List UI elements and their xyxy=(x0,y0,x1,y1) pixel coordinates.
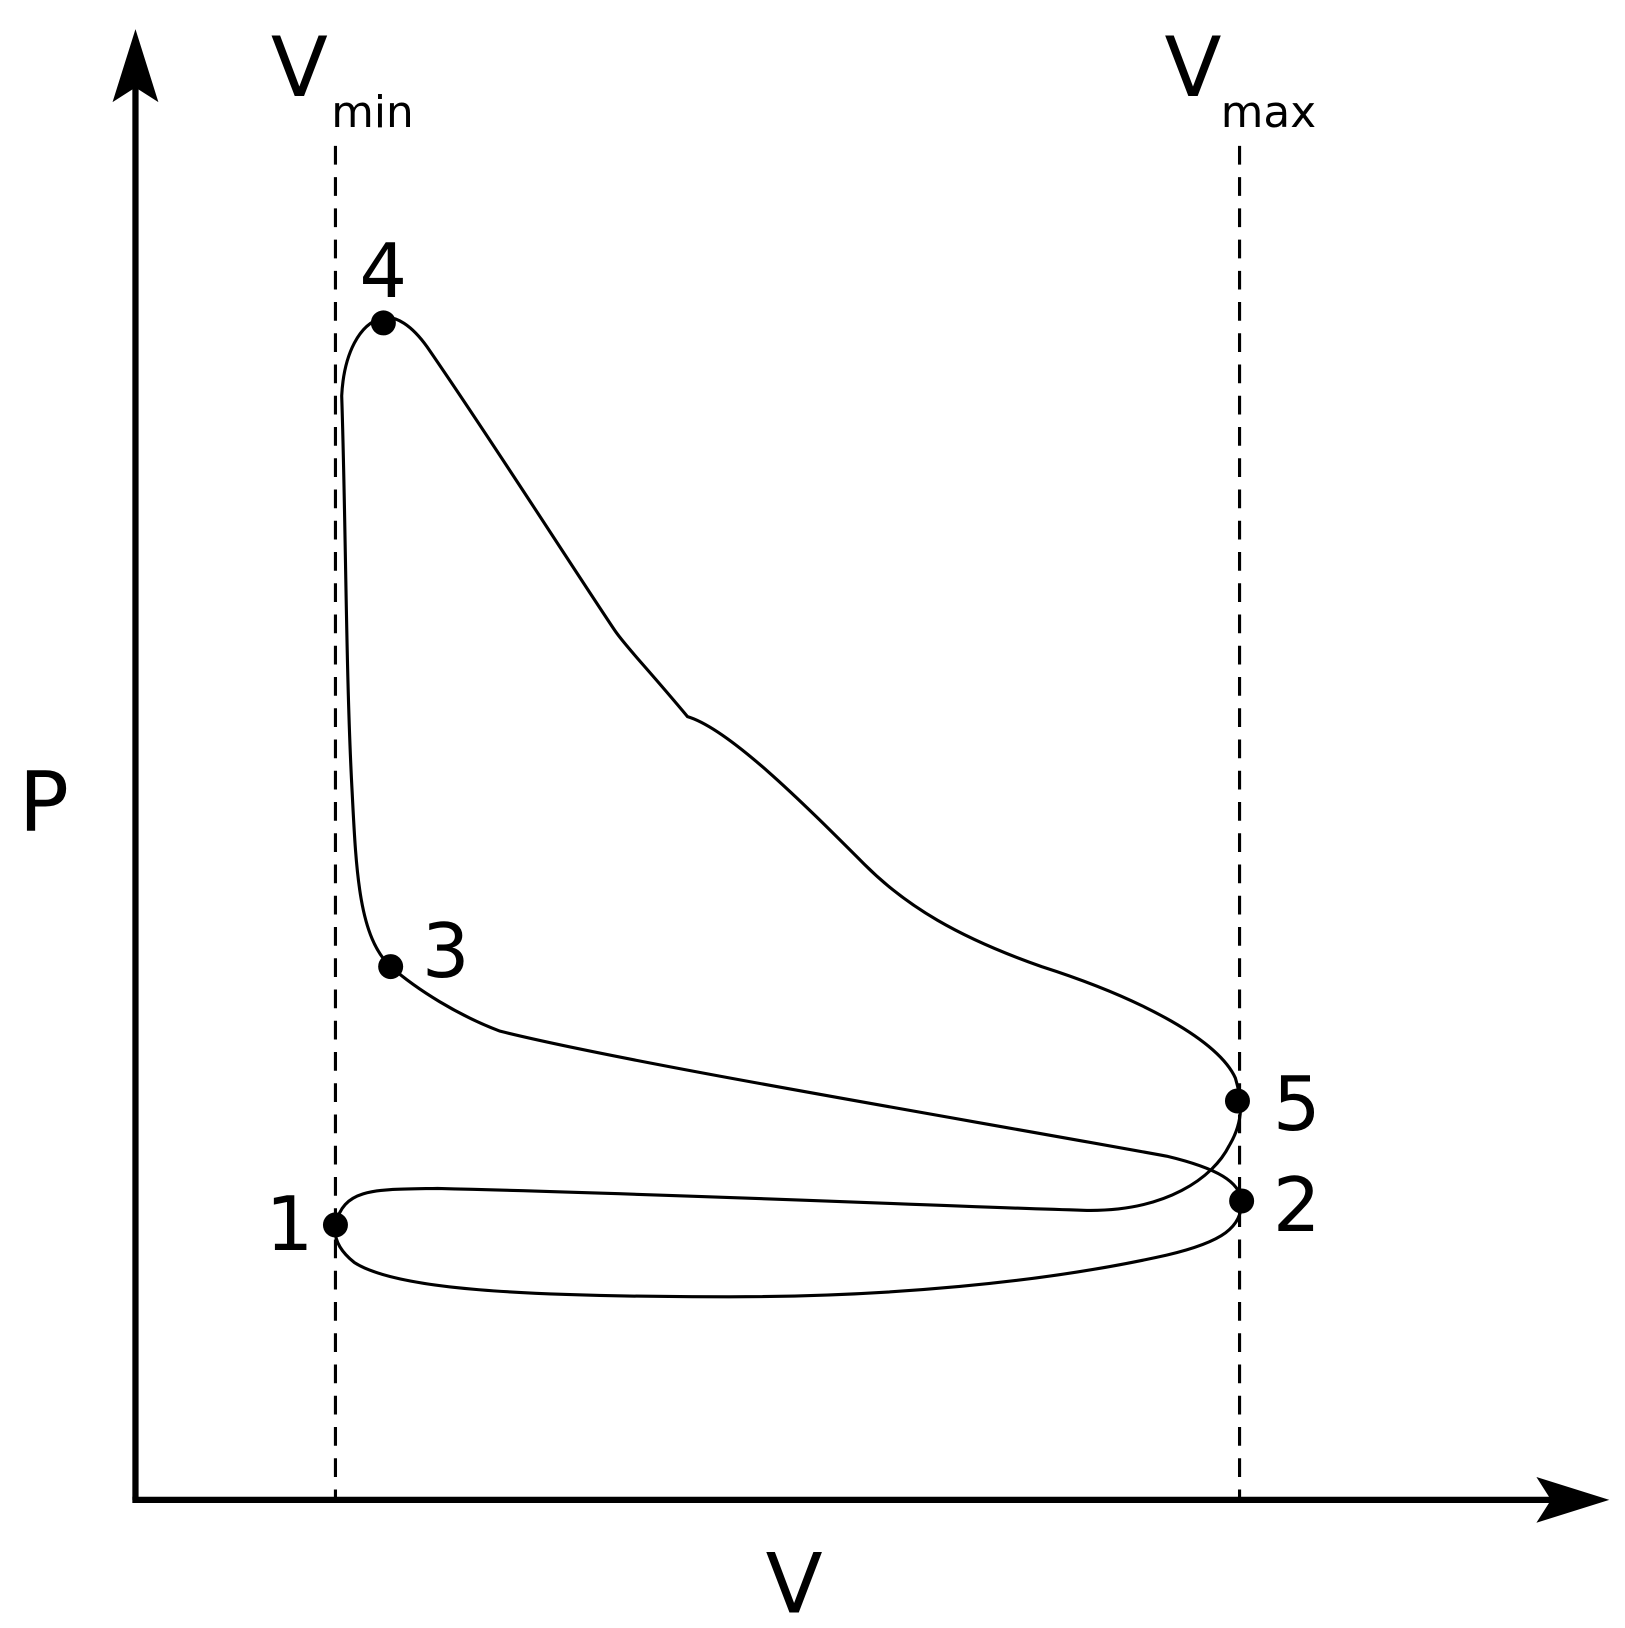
state-point xyxy=(378,954,404,980)
point-label: 2 xyxy=(1273,1161,1321,1249)
cycle-curve xyxy=(333,315,1244,1299)
x-arrow xyxy=(1536,1476,1610,1523)
state-point xyxy=(1224,1088,1250,1114)
state-point xyxy=(322,1212,348,1238)
point-label: 1 xyxy=(266,1180,314,1268)
state-point xyxy=(370,310,396,336)
state-point xyxy=(1229,1188,1255,1214)
marker-subscript: min xyxy=(331,87,413,138)
marker-symbol: V xyxy=(271,19,328,116)
point-label: 5 xyxy=(1273,1060,1321,1148)
y-arrow xyxy=(112,29,159,103)
y-axis-label: P xyxy=(19,754,69,851)
marker-subscript: max xyxy=(1221,87,1316,138)
marker-symbol: V xyxy=(1165,19,1222,116)
point-label: 3 xyxy=(422,907,470,995)
x-axis-label: V xyxy=(766,1535,823,1628)
point-label: 4 xyxy=(359,227,407,315)
